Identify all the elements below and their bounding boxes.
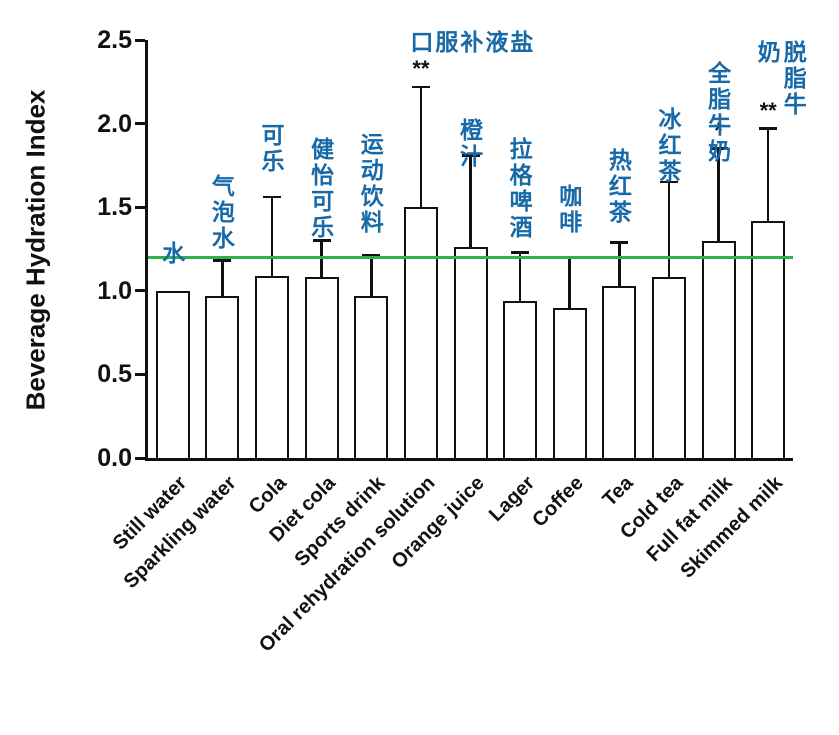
bar-still-water	[155, 290, 190, 458]
bar-sparkling-water	[205, 295, 240, 458]
bar-coffee	[552, 307, 587, 458]
error-bar-line	[518, 252, 522, 301]
error-bar-cap	[461, 154, 480, 157]
y-tick-mark	[135, 289, 145, 293]
error-bar-line	[370, 255, 373, 296]
zh-label: 可乐	[258, 123, 285, 176]
bar-skimmed-milk	[751, 220, 786, 458]
error-bar-cap	[312, 239, 331, 242]
zh-label: 热红茶	[605, 147, 632, 226]
y-tick-label: 0.0	[97, 444, 132, 472]
error-bar-line	[469, 155, 472, 248]
bar-full-fat-milk	[701, 240, 736, 458]
error-bar-cap	[659, 180, 678, 184]
x-label: Tea	[599, 472, 638, 511]
bar-cold-tea	[651, 277, 686, 458]
zh-label: 运动饮料	[357, 131, 384, 236]
error-bar-line	[270, 197, 274, 276]
significance-marker: *	[714, 118, 723, 143]
bar-orange-juice	[453, 247, 488, 458]
error-bar-cap	[610, 241, 629, 244]
zh-label: 水	[158, 241, 185, 268]
error-bar-cap	[709, 147, 728, 150]
reference-line	[148, 256, 793, 259]
y-tick-mark	[135, 456, 145, 460]
y-tick-mark	[135, 38, 145, 42]
zh-label: 口服补液盐	[410, 28, 536, 55]
error-bar-line	[320, 240, 323, 278]
error-bar-cap	[511, 251, 530, 254]
x-label: Coffee	[528, 472, 589, 532]
error-bar-cap	[411, 85, 430, 89]
bar-diet-cola	[304, 277, 339, 458]
y-tick-label: 2.5	[97, 26, 132, 54]
error-bar-line	[221, 260, 224, 296]
error-bar-line	[419, 86, 423, 208]
bar-cola	[255, 275, 290, 458]
error-bar-cap	[213, 259, 232, 262]
y-tick-label: 1.5	[97, 193, 132, 222]
error-bar-line	[667, 182, 671, 278]
zh-label: 脱脂牛奶	[754, 40, 807, 118]
y-tick-label: 1.0	[97, 276, 132, 305]
plot-area: 水气泡水 可乐 健怡可乐 运动饮料 ** 口服补液盐 橙汁 拉格啤酒 咖啡 热红茶 冰红茶 * 全脂牛奶…	[145, 29, 806, 461]
bar-tea	[602, 285, 637, 458]
zh-label: 咖啡	[555, 183, 582, 236]
error-bar-line	[766, 128, 770, 221]
zh-label: 橙汁	[456, 118, 483, 171]
y-tick-label: 2.0	[97, 109, 132, 138]
zh-label: 冰红茶	[654, 107, 681, 186]
bar-lager	[503, 300, 538, 458]
error-bar-line	[717, 148, 720, 241]
error-bar-cap	[263, 195, 282, 199]
y-tick-mark	[135, 205, 145, 209]
error-bar-line	[568, 257, 571, 308]
y-tick-mark	[135, 372, 145, 376]
bar-sports-drink	[354, 295, 389, 458]
error-bar-line	[618, 242, 621, 286]
y-tick-mark	[135, 122, 145, 126]
error-bar-cap	[362, 254, 381, 257]
zh-label: 气泡水	[208, 174, 235, 253]
error-bar-cap	[759, 127, 778, 130]
zh-label: 全脂牛奶	[704, 61, 731, 166]
zh-label: 拉格啤酒	[506, 136, 533, 241]
significance-marker: **	[759, 97, 777, 123]
bar-oral-rehydration-solution	[403, 207, 438, 458]
zh-label: 健怡可乐	[307, 136, 334, 241]
significance-marker: **	[412, 56, 430, 82]
y-axis-title: Beverage Hydration Index	[20, 89, 51, 411]
y-tick-label: 0.5	[97, 360, 132, 389]
